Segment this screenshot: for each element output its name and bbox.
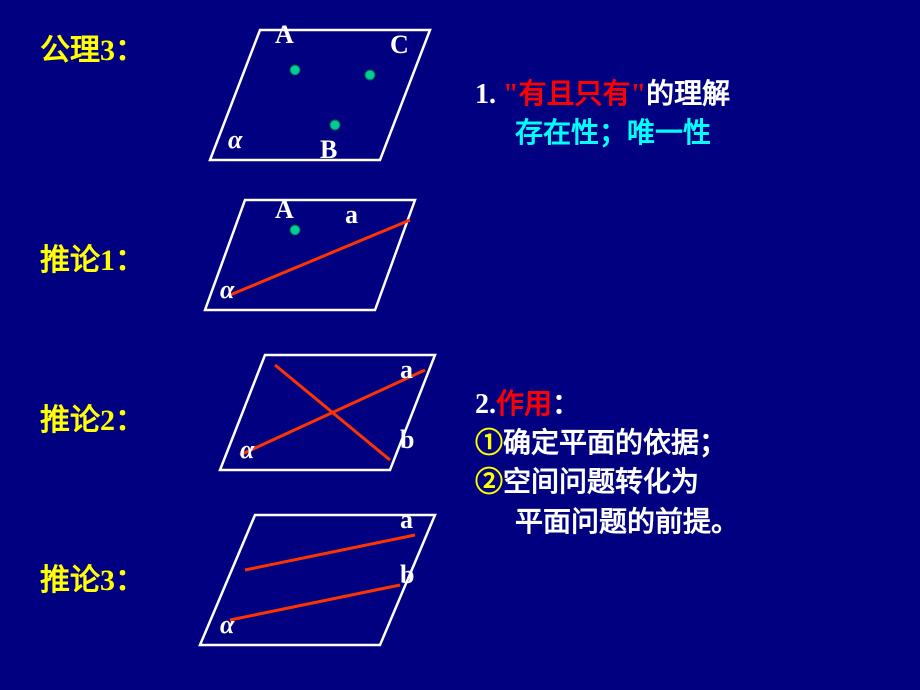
annotation-1: 1. "有且只有"的理解 存在性；唯一性 [475,75,905,153]
anno1-line2: 存在性；唯一性 [515,118,711,149]
axiom3-label: 公理3： [40,25,145,69]
point-C-label: C [390,30,409,60]
cor2-line-a-label: a [400,355,413,385]
anno2-item2-num: ② [475,467,503,498]
anno2-item1-text: 确定平面的依据； [503,428,727,459]
anno2-colon: ： [552,389,580,420]
anno1-suffix: 的理解 [646,79,730,110]
cor3-line-b-label: b [400,560,414,590]
corollary1-diagram [160,185,440,320]
cor1-point-A-label: A [275,195,294,225]
anno1-prefix: 1. [475,79,503,110]
corollary3-label: 推论3： [40,555,145,599]
annotation-2: 2.作用： ①确定平面的依据； ②空间问题转化为 平面问题的前提。 [475,385,915,542]
anno2-item1-num: ① [475,428,503,459]
cor3-line-a-label: a [400,505,413,535]
anno2-item2-l2: 平面问题的前提。 [515,507,739,538]
cor1-alpha-label: α [220,275,234,305]
anno2-prefix: 2. [475,389,496,420]
axiom3-alpha-label: α [228,125,242,155]
anno2-item2-l1: 空间问题转化为 [503,467,699,498]
point-A-label: A [275,20,294,50]
anno1-quote: "有且只有" [503,79,646,110]
corollary1-label: 推论1： [40,235,145,279]
anno2-action: 作用 [496,389,552,420]
cor2-alpha-label: α [240,435,254,465]
corollary2-label: 推论2： [40,395,145,439]
point-B-label: B [320,135,337,165]
corollary2-diagram [175,340,455,480]
cor1-line-a-label: a [345,200,358,230]
cor2-line-b-label: b [400,425,414,455]
cor3-alpha-label: α [220,610,234,640]
